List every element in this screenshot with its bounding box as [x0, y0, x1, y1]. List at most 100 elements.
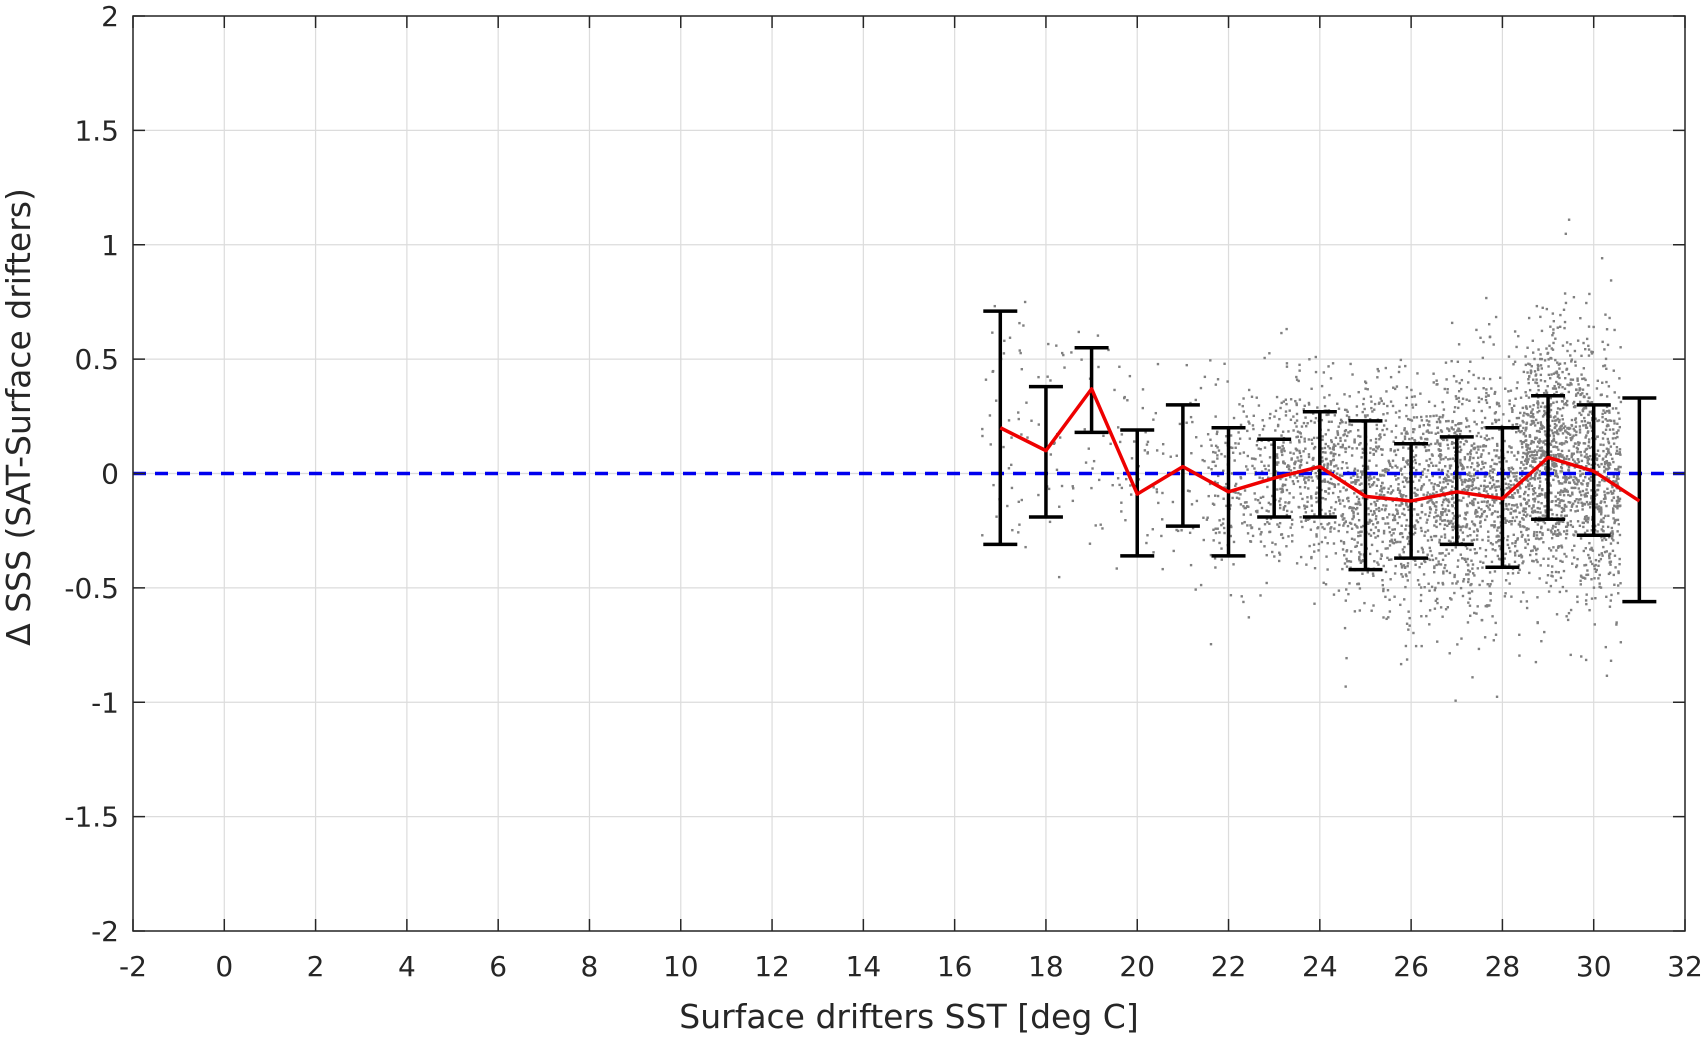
scatter-point — [1493, 510, 1497, 513]
scatter-point — [1551, 499, 1554, 503]
scatter-point — [1585, 392, 1589, 396]
scatter-point — [1441, 615, 1444, 618]
scatter-point — [1379, 433, 1382, 436]
scatter-point — [1540, 427, 1544, 430]
scatter-point — [1324, 536, 1327, 539]
scatter-point — [1534, 660, 1538, 664]
x-tick-label: 28 — [1485, 950, 1521, 983]
scatter-point — [1548, 434, 1552, 437]
scatter-point — [1285, 365, 1289, 368]
scatter-point — [1479, 455, 1483, 458]
x-tick-label: 0 — [215, 950, 233, 983]
scatter-point — [1525, 515, 1528, 518]
scatter-point — [1324, 498, 1327, 501]
scatter-point — [1569, 381, 1572, 385]
scatter-point — [1517, 334, 1520, 338]
scatter-point — [1539, 449, 1543, 452]
scatter-point — [1589, 410, 1592, 414]
scatter-point — [1270, 443, 1273, 446]
scatter-point — [1583, 416, 1586, 420]
scatter-point — [1468, 471, 1471, 474]
scatter-point — [1539, 511, 1542, 514]
scatter-point — [1497, 539, 1500, 543]
scatter-point — [1358, 483, 1362, 486]
scatter-point — [1414, 461, 1418, 465]
scatter-point — [1390, 558, 1393, 561]
scatter-point — [1388, 610, 1392, 613]
scatter-point — [1470, 559, 1473, 562]
scatter-point — [1416, 550, 1420, 553]
y-tick-label: -1 — [91, 686, 119, 719]
scatter-point — [1239, 423, 1243, 427]
scatter-point — [1526, 371, 1529, 374]
scatter-point — [1557, 522, 1561, 526]
scatter-point — [1267, 464, 1270, 467]
scatter-point — [1441, 507, 1445, 511]
scatter-point — [1565, 367, 1569, 371]
scatter-point — [1483, 636, 1487, 639]
scatter-point — [1393, 518, 1397, 522]
scatter-point — [1329, 463, 1332, 466]
scatter-point — [1611, 457, 1614, 461]
scatter-point — [1595, 493, 1599, 496]
scatter-point — [1605, 550, 1608, 553]
scatter-point — [1115, 567, 1118, 570]
scatter-point — [1552, 434, 1556, 437]
scatter-point — [1338, 474, 1342, 477]
scatter-point — [1254, 457, 1257, 461]
scatter-point — [1581, 576, 1584, 579]
scatter-point — [1374, 517, 1378, 521]
scatter-point — [1333, 521, 1337, 524]
scatter-point — [1349, 362, 1352, 366]
scatter-point — [1565, 589, 1568, 593]
scatter-point — [1589, 454, 1592, 458]
scatter-point — [1487, 472, 1491, 475]
scatter-point — [1476, 445, 1479, 448]
scatter-point — [1512, 533, 1515, 537]
scatter-point — [1578, 524, 1582, 527]
scatter-point — [1370, 519, 1373, 523]
scatter-point — [1498, 544, 1501, 548]
scatter-point — [1206, 433, 1210, 436]
scatter-point — [1433, 588, 1437, 592]
scatter-point — [1583, 442, 1587, 445]
scatter-point — [1552, 328, 1555, 331]
scatter-point — [1551, 462, 1554, 466]
scatter-point — [1390, 534, 1393, 537]
scatter-point — [1449, 540, 1452, 543]
scatter-point — [1300, 463, 1303, 467]
scatter-point — [1310, 555, 1313, 559]
scatter-point — [1312, 464, 1315, 468]
scatter-point — [1441, 486, 1444, 489]
scatter-point — [1524, 355, 1527, 358]
scatter-point — [1605, 475, 1608, 479]
scatter-point — [1526, 501, 1529, 504]
scatter-point — [1414, 454, 1418, 457]
scatter-point — [1545, 391, 1549, 394]
scatter-point — [1425, 614, 1428, 618]
scatter-point — [1481, 462, 1484, 466]
scatter-point — [1352, 480, 1355, 484]
scatter-point — [1382, 487, 1385, 490]
scatter-point — [1601, 381, 1604, 384]
scatter-point — [1447, 499, 1450, 503]
scatter-point — [1578, 400, 1582, 404]
scatter-point — [1493, 501, 1496, 504]
scatter-point — [1049, 453, 1053, 456]
scatter-point — [1247, 388, 1251, 392]
scatter-point — [1205, 518, 1209, 521]
scatter-point — [1451, 440, 1454, 444]
scatter-point — [1271, 494, 1274, 498]
scatter-point — [1585, 514, 1588, 518]
scatter-point — [1563, 505, 1567, 508]
scatter-point — [1468, 527, 1471, 530]
scatter-point — [1556, 361, 1559, 364]
scatter-point — [1619, 641, 1623, 644]
scatter-point — [1247, 616, 1251, 619]
scatter-point — [1443, 465, 1447, 468]
scatter-point — [1456, 643, 1459, 646]
scatter-point — [1447, 419, 1450, 423]
scatter-point — [1544, 509, 1547, 512]
scatter-point — [1452, 374, 1456, 378]
scatter-point — [1616, 422, 1619, 425]
